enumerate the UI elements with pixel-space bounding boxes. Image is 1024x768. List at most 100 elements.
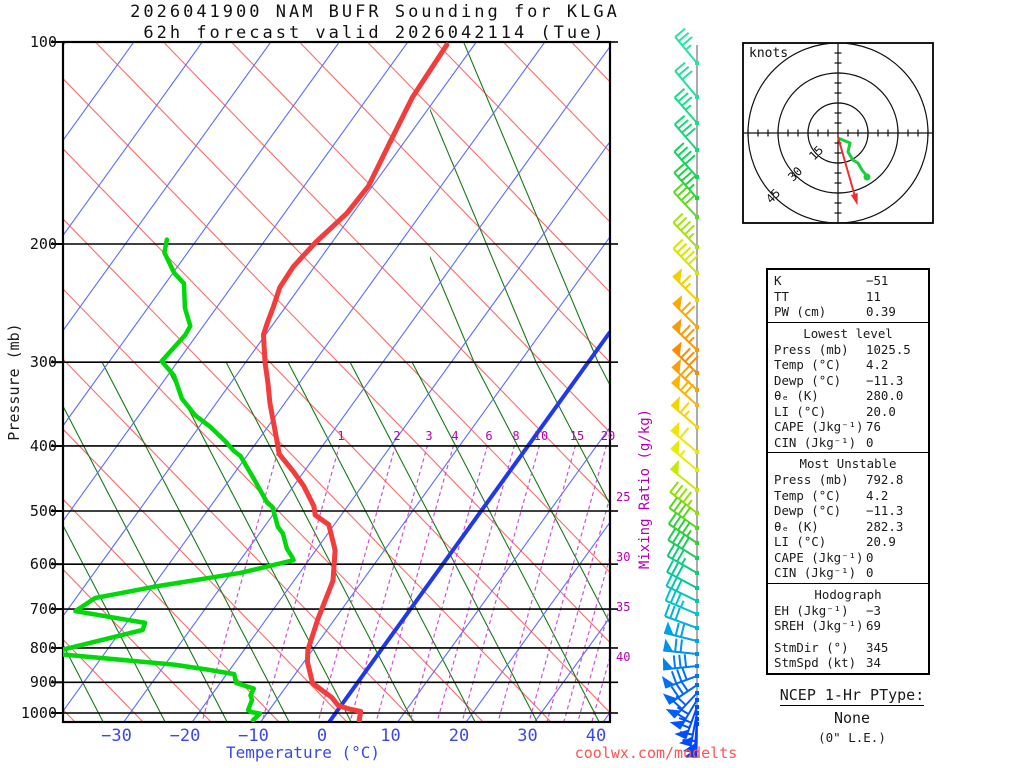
indices-row-label: EH (Jkg⁻¹): [774, 602, 849, 618]
indices-row-label: LI (°C): [774, 534, 827, 549]
indices-row-value: 0: [866, 565, 874, 580]
wind-barb: [669, 459, 699, 492]
pressure-tick-label: 100: [29, 33, 57, 51]
indices-row-label: TT: [774, 288, 789, 304]
wind-barb: [661, 667, 699, 689]
pressure-tick-label: 700: [29, 600, 57, 619]
temperature-tick-label: 0: [316, 726, 328, 746]
indices-section-header: Hodograph: [814, 586, 882, 602]
chart-title-line2: 62h forecast valid 2026042114 (Tue): [143, 23, 607, 43]
indices-row-label: LI (°C): [774, 403, 827, 419]
temperature-tick-label: −30: [101, 726, 132, 746]
indices-row-value: 280.0: [866, 388, 904, 403]
hodograph-units-label: knots: [749, 46, 789, 61]
indices-row-label: CIN (Jkg⁻¹): [774, 434, 857, 450]
indices-row: TT 11: [774, 289, 928, 305]
temperature-tick-label: 30: [517, 726, 538, 746]
wind-barb: [672, 212, 699, 249]
indices-row-value: 4.2: [866, 487, 889, 503]
indices-section-header: Most Unstable: [799, 456, 897, 471]
indices-row-label: SREH (Jkg⁻¹): [774, 618, 864, 633]
sounding-traces: [63, 42, 450, 722]
pressure-tick-label: 800: [29, 638, 57, 657]
indices-row-value: 69: [866, 618, 881, 633]
indices-row-value: −11.3: [866, 503, 904, 518]
indices-section: Lowest level Press (mb) 1025.5 Temp (°C) 4.2…: [768, 321, 928, 453]
hodograph: [742, 42, 934, 224]
indices-row-label: CAPE (Jkg⁻¹): [774, 549, 864, 565]
indices-row-label: PW (cm): [774, 304, 827, 319]
indices-row: CIN (Jkg⁻¹) 0: [774, 565, 928, 581]
wind-barb: [672, 268, 699, 302]
indices-row: CIN (Jkg⁻¹) 0: [774, 435, 928, 451]
ptype-value: None: [833, 709, 871, 727]
indices-row-value: −3: [866, 602, 881, 618]
indices-row: CAPE (Jkg⁻¹) 76: [774, 419, 928, 435]
indices-row-value: 11: [866, 288, 881, 304]
indices-row-value: 76: [866, 419, 881, 434]
wind-barb: [673, 182, 699, 219]
temperature-tick-label: −20: [169, 726, 201, 746]
wind-barb: [664, 603, 699, 630]
mixing-ratio-label: 35: [616, 600, 631, 614]
indices-row: PW (cm) 0.39: [774, 304, 928, 320]
indices-row: K −51: [774, 273, 928, 289]
indices-section-header: Lowest level: [803, 325, 893, 341]
mixing-ratio-label: 25: [616, 490, 631, 504]
indices-row-value: 4.2: [866, 357, 889, 372]
mixing-ratio-label: 10: [533, 429, 549, 443]
mixing-ratio-label: 20: [600, 429, 616, 443]
wind-barb: [669, 481, 699, 515]
indices-section: Hodograph EH (Jkg⁻¹) −3 SREH (Jkg⁻¹) 69 StmDi…: [768, 582, 928, 673]
wind-barb: [673, 142, 699, 179]
indices-row: EH (Jkg⁻¹) −3: [774, 603, 928, 619]
indices-row-value: 792.8: [866, 472, 904, 487]
pressure-tick-label: 600: [29, 555, 57, 574]
mixing-ratio-axis-label: Mixing Ratio (g/kg): [637, 408, 653, 570]
mixing-ratio-label: 2: [393, 429, 401, 443]
indices-row: Press (mb) 1025.5: [774, 342, 928, 358]
wind-barb: [673, 163, 699, 200]
mixing-ratio-label: 1: [337, 429, 345, 443]
indices-row-label: CAPE (Jkg⁻¹): [774, 419, 864, 434]
mixing-ratio-label: 30: [616, 550, 631, 564]
wind-barb: [673, 88, 699, 125]
indices-row-label: θₑ (K): [774, 388, 819, 403]
indices-row-label: Temp (°C): [774, 487, 842, 503]
indices-row-value: 282.3: [866, 518, 904, 534]
indices-row: CAPE (Jkg⁻¹) 0: [774, 550, 928, 566]
temperature-tick-label: 10: [380, 726, 401, 746]
indices-row-label: K: [774, 273, 782, 288]
indices-row-label: θₑ (K): [774, 518, 819, 534]
indices-row: Press (mb) 792.8: [774, 472, 928, 488]
indices-row: θₑ (K) 282.3: [774, 519, 928, 535]
mixing-ratio-label: 40: [616, 650, 631, 664]
wind-barb: [667, 512, 699, 545]
wind-barb: [674, 27, 699, 65]
wind-barb: [670, 396, 699, 429]
temperature-trace: [261, 42, 450, 722]
zero-isotherm: [327, 330, 610, 722]
dewpoint-trace: [63, 237, 296, 722]
wind-barb: [671, 374, 699, 407]
indices-row-value: 1025.5: [866, 341, 911, 357]
pressure-tick-label: 200: [29, 234, 57, 253]
mixing-ratio-label: 3: [425, 429, 433, 443]
wind-barb: [670, 421, 699, 454]
indices-row-value: 0: [866, 549, 874, 565]
temperature-axis-label: Temperature (°C): [225, 743, 381, 762]
indices-row-value: 0: [866, 434, 874, 450]
watermark-text: coolwx.com/modelts: [574, 744, 738, 762]
indices-row-value: 0.39: [866, 304, 896, 319]
indices-row-label: StmSpd (kt): [774, 655, 857, 670]
indices-row: StmDir (°) 345: [774, 640, 928, 656]
pressure-tick-label: 400: [29, 436, 57, 455]
wind-barb: [664, 588, 699, 616]
indices-row: LI (°C) 20.9: [774, 534, 928, 550]
indices-row-value: −11.3: [866, 372, 904, 388]
wind-barb: [671, 318, 699, 352]
wind-barb-column: [661, 27, 699, 759]
indices-table: K −51 TT 11 PW (cm) 0.39 Lowest level Press (mb…: [766, 268, 930, 675]
temperature-tick-label: 40: [585, 726, 607, 746]
